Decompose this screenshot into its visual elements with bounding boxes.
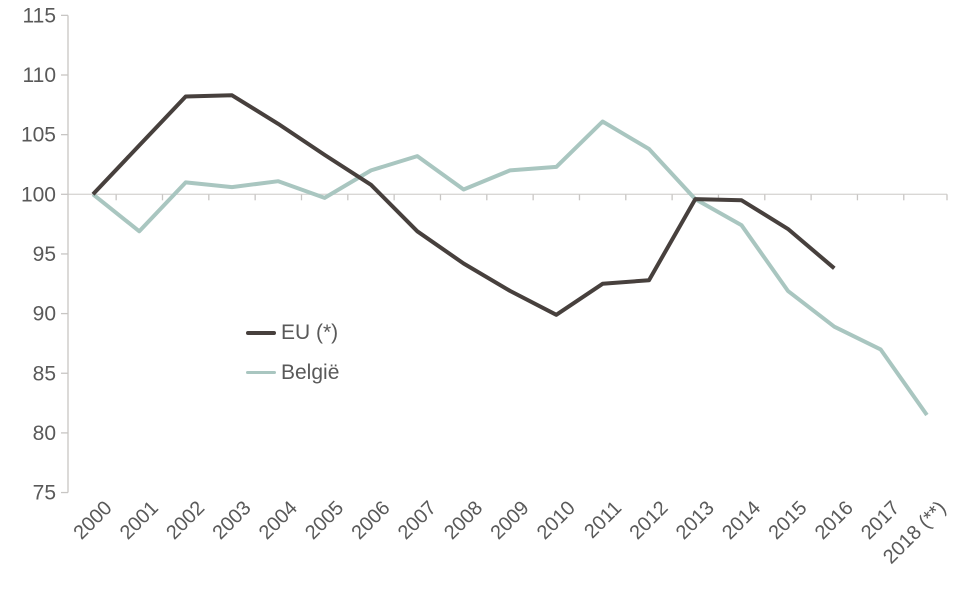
x-tick-label: 2003 xyxy=(209,497,256,544)
x-tick-label: 2007 xyxy=(394,497,441,544)
x-tick-label: 2011 xyxy=(580,497,626,543)
series-line-eu xyxy=(91,93,836,317)
series-line-belgi xyxy=(91,119,929,417)
x-tick-label: 2004 xyxy=(255,497,302,544)
x-tick-label: 2009 xyxy=(486,497,533,544)
series-lines xyxy=(91,93,929,417)
y-axis: 75 80 85 90 95 100 105 110 115 xyxy=(21,4,69,505)
x-tick-label: 2008 xyxy=(440,497,487,544)
legend-item-belgie: België xyxy=(246,359,339,386)
x-tick-label: 2013 xyxy=(672,497,719,544)
y-tick-label: 110 xyxy=(23,64,56,87)
x-tick-label: 2016 xyxy=(811,497,858,544)
x-tick-label: 2002 xyxy=(162,497,209,544)
x-tick-label: 2010 xyxy=(533,497,580,544)
x-tick-label: 2012 xyxy=(625,497,672,544)
y-tick-label: 100 xyxy=(21,183,56,206)
legend-label-belgie: België xyxy=(281,361,340,384)
x-tick-label: 2005 xyxy=(301,497,348,544)
y-tick-label: 80 xyxy=(33,422,56,445)
y-tick-label: 85 xyxy=(33,362,56,385)
x-tick-label: 2015 xyxy=(764,497,811,544)
x-axis xyxy=(68,193,948,201)
x-axis-labels: 2000 2001 2002 2003 2004 2005 2006 2007 2008 2009… xyxy=(70,497,951,568)
legend-label-eu: EU (*) xyxy=(281,321,339,344)
y-tick-label: 115 xyxy=(23,4,56,27)
y-tick-label: 95 xyxy=(33,243,56,266)
legend: EU (*) België xyxy=(246,319,339,386)
eu-line-swatch xyxy=(246,330,276,335)
x-tick-label: 2001 xyxy=(116,497,163,544)
x-tick-label: 2000 xyxy=(70,497,117,544)
belgie-line-swatch xyxy=(246,371,276,374)
legend-item-eu: EU (*) xyxy=(246,319,339,346)
x-tick-label: 2006 xyxy=(347,497,394,544)
y-tick-label: 105 xyxy=(21,124,56,147)
y-tick-label: 90 xyxy=(33,303,56,326)
x-tick-label: 2014 xyxy=(718,497,765,544)
y-tick-label: 75 xyxy=(33,482,56,505)
